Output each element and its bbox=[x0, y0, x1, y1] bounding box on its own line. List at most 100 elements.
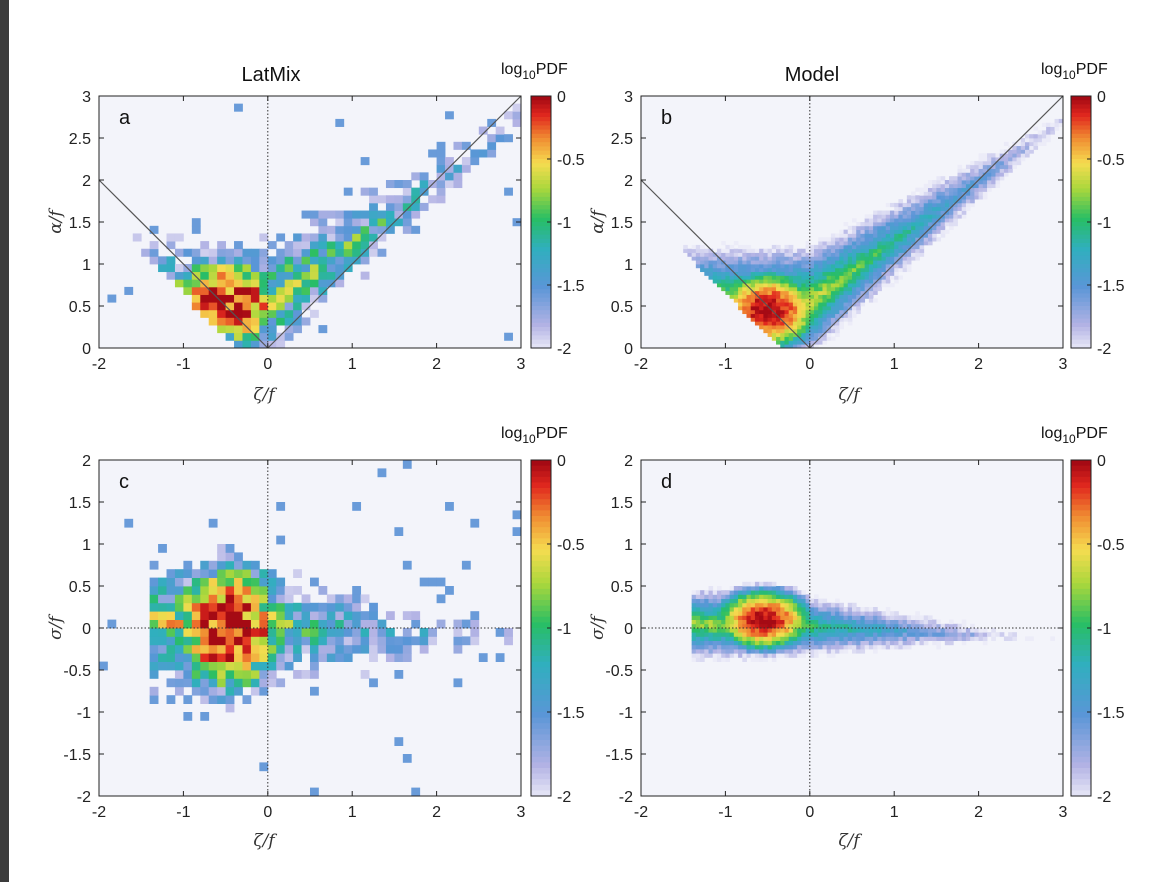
heatmap-cell bbox=[927, 183, 933, 189]
heatmap-cell bbox=[250, 611, 260, 620]
heatmap-cell bbox=[792, 252, 798, 257]
heatmap-cell bbox=[999, 153, 1005, 158]
heatmap-cell bbox=[695, 640, 701, 646]
colorbar-segment bbox=[531, 163, 551, 168]
heatmap-cell bbox=[704, 644, 709, 650]
heatmap-cell bbox=[881, 275, 887, 280]
heatmap-cell bbox=[797, 628, 802, 633]
heatmap-cell bbox=[906, 636, 912, 641]
heatmap-cell bbox=[1012, 149, 1017, 154]
heatmap-cell bbox=[402, 644, 412, 654]
heatmap-cell bbox=[763, 581, 768, 587]
heatmap-cell bbox=[801, 317, 806, 322]
heatmap-cell bbox=[767, 615, 773, 620]
heatmap-cell bbox=[860, 619, 866, 625]
heatmap-cell bbox=[385, 202, 395, 211]
heatmap-cell bbox=[712, 611, 718, 616]
heatmap-cell bbox=[843, 607, 849, 612]
heatmap-cell bbox=[763, 594, 768, 599]
colorbar-segment bbox=[1071, 268, 1091, 273]
heatmap-cell bbox=[894, 279, 899, 284]
heatmap-cell bbox=[940, 222, 946, 227]
heatmap-cell bbox=[217, 560, 226, 570]
heatmap-cell bbox=[725, 619, 731, 625]
heatmap-cell bbox=[957, 164, 963, 169]
heatmap-cell bbox=[809, 279, 815, 284]
heatmap-cell bbox=[158, 661, 167, 671]
heatmap-cell bbox=[835, 636, 840, 641]
heatmap-cell bbox=[868, 607, 874, 612]
heatmap-cell bbox=[919, 222, 925, 227]
heatmap-cell bbox=[343, 210, 353, 219]
heatmap-cell bbox=[885, 611, 891, 616]
heatmap-cell bbox=[797, 302, 802, 307]
heatmap-cell bbox=[191, 611, 201, 620]
heatmap-cell bbox=[906, 195, 912, 200]
heatmap-cell bbox=[242, 586, 252, 595]
heatmap-cell bbox=[957, 168, 963, 173]
heatmap-cell bbox=[771, 332, 777, 337]
heatmap-cell bbox=[200, 256, 210, 265]
heatmap-cell bbox=[974, 187, 979, 192]
heatmap-cell bbox=[267, 569, 277, 578]
colorbar-segment bbox=[1071, 142, 1091, 147]
heatmap-cell bbox=[183, 271, 193, 280]
heatmap-cell bbox=[335, 256, 345, 265]
heatmap-cell bbox=[940, 225, 946, 231]
heatmap-cell bbox=[915, 214, 920, 219]
heatmap-cell bbox=[729, 290, 735, 295]
heatmap-cell bbox=[932, 623, 937, 629]
heatmap-cell bbox=[957, 176, 963, 181]
heatmap-cell bbox=[982, 168, 988, 173]
colorbar-segment bbox=[1071, 230, 1091, 236]
heatmap-cell bbox=[250, 294, 260, 303]
heatmap-cell bbox=[428, 577, 437, 587]
heatmap-cell bbox=[776, 340, 781, 345]
reference-line bbox=[640, 179, 811, 349]
heatmap-cell bbox=[826, 260, 832, 265]
heatmap-cell bbox=[949, 214, 954, 219]
heatmap-cell bbox=[259, 628, 269, 637]
heatmap-cell bbox=[208, 619, 218, 629]
heatmap-cell bbox=[801, 619, 806, 625]
heatmap-cell bbox=[712, 598, 718, 604]
heatmap-cell bbox=[809, 309, 815, 315]
heatmap-cell bbox=[318, 636, 328, 646]
heatmap-cell bbox=[822, 644, 828, 650]
heatmap-cell bbox=[927, 615, 933, 620]
heatmap-cell bbox=[919, 210, 925, 215]
heatmap-cell bbox=[754, 267, 760, 273]
heatmap-cell bbox=[191, 594, 201, 604]
heatmap-cell bbox=[792, 321, 798, 326]
heatmap-cell bbox=[919, 199, 925, 204]
panel-c: -2 -1 0 1 2 3-2-1.5-1-0.500.511.52cζ/fσ/f0-0.… bbox=[46, 425, 585, 851]
heatmap-cell bbox=[801, 260, 806, 265]
heatmap-cell bbox=[742, 302, 747, 307]
colorbar-segment bbox=[531, 184, 551, 189]
heatmap-cell bbox=[445, 180, 454, 189]
heatmap-cell bbox=[801, 640, 806, 646]
heatmap-cell bbox=[856, 607, 861, 612]
heatmap-cell bbox=[754, 248, 760, 253]
heatmap-cell bbox=[149, 653, 159, 662]
heatmap-cell bbox=[881, 632, 887, 637]
heatmap-cell bbox=[784, 279, 790, 284]
heatmap-cell bbox=[708, 248, 714, 253]
heatmap-cell bbox=[856, 298, 861, 303]
heatmap-cell bbox=[767, 602, 773, 608]
heatmap-cell bbox=[746, 615, 752, 620]
heatmap-cell bbox=[767, 248, 773, 253]
heatmap-cell bbox=[402, 460, 412, 469]
heatmap-cell bbox=[284, 586, 294, 595]
heatmap-cell bbox=[784, 332, 790, 337]
heatmap-cell bbox=[369, 195, 378, 204]
heatmap-cell bbox=[1012, 632, 1017, 637]
heatmap-cell bbox=[738, 264, 743, 269]
heatmap-cell bbox=[746, 290, 752, 295]
heatmap-cell bbox=[835, 309, 840, 315]
heatmap-cell bbox=[276, 678, 286, 688]
heatmap-cell bbox=[166, 644, 176, 654]
heatmap-cell bbox=[259, 586, 269, 595]
heatmap-cell bbox=[742, 279, 747, 284]
heatmap-cell bbox=[961, 168, 967, 173]
